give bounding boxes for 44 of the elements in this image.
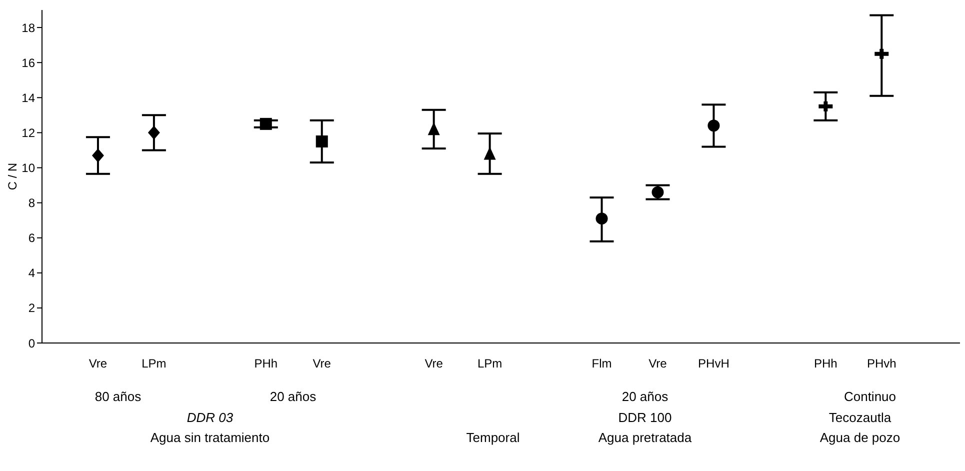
point [708,120,720,132]
point [260,118,272,130]
point [484,146,496,160]
y-tick-label: 2 [28,301,36,316]
text: Agua pretratada [597,430,693,445]
text: Temporal [465,430,521,445]
point [148,126,160,140]
text: Continuo [842,389,898,404]
point [818,101,833,112]
x-tick-label: Vre [88,356,108,371]
x-tick-label: Vre [648,356,668,371]
text: 20 años [620,389,670,404]
x-tick-label: LPm [142,356,166,371]
point [428,122,440,136]
text: DDR 03 [186,410,234,425]
text: DDR 100 [617,410,673,425]
y-tick-label: 0 [28,336,36,350]
text: Agua de pozo [818,430,902,445]
y-tick-label: 4 [28,266,36,280]
point [92,148,104,162]
x-tick-label: Vre [312,356,332,371]
y-tick-label: 12 [22,126,36,140]
x-tick-label: PHh [814,356,838,371]
x-tick-label: PHvH [698,356,730,371]
point [596,212,608,225]
y-tick-label: 8 [28,196,36,210]
text: 80 años [94,389,142,404]
point [874,48,889,59]
y-tick-label: 10 [22,160,36,175]
y-tick-label: 14 [22,90,36,105]
text: 20 años [268,389,318,404]
point [652,186,664,198]
point [316,135,328,148]
y-tick-label: 16 [22,56,36,70]
x-tick-label: PHh [254,356,278,371]
x-tick-label: Vre [424,356,444,371]
text: Agua sin tratamiento [149,430,271,445]
text: Tecozautla [828,410,892,425]
y-tick-label: 6 [28,231,36,246]
y-tick-label: 18 [22,20,36,35]
x-tick-label: LPm [477,356,502,371]
y-axis-title: C / N [5,162,20,190]
x-tick-label: Flm [592,356,612,371]
x-tick-label: PHvh [866,356,896,371]
